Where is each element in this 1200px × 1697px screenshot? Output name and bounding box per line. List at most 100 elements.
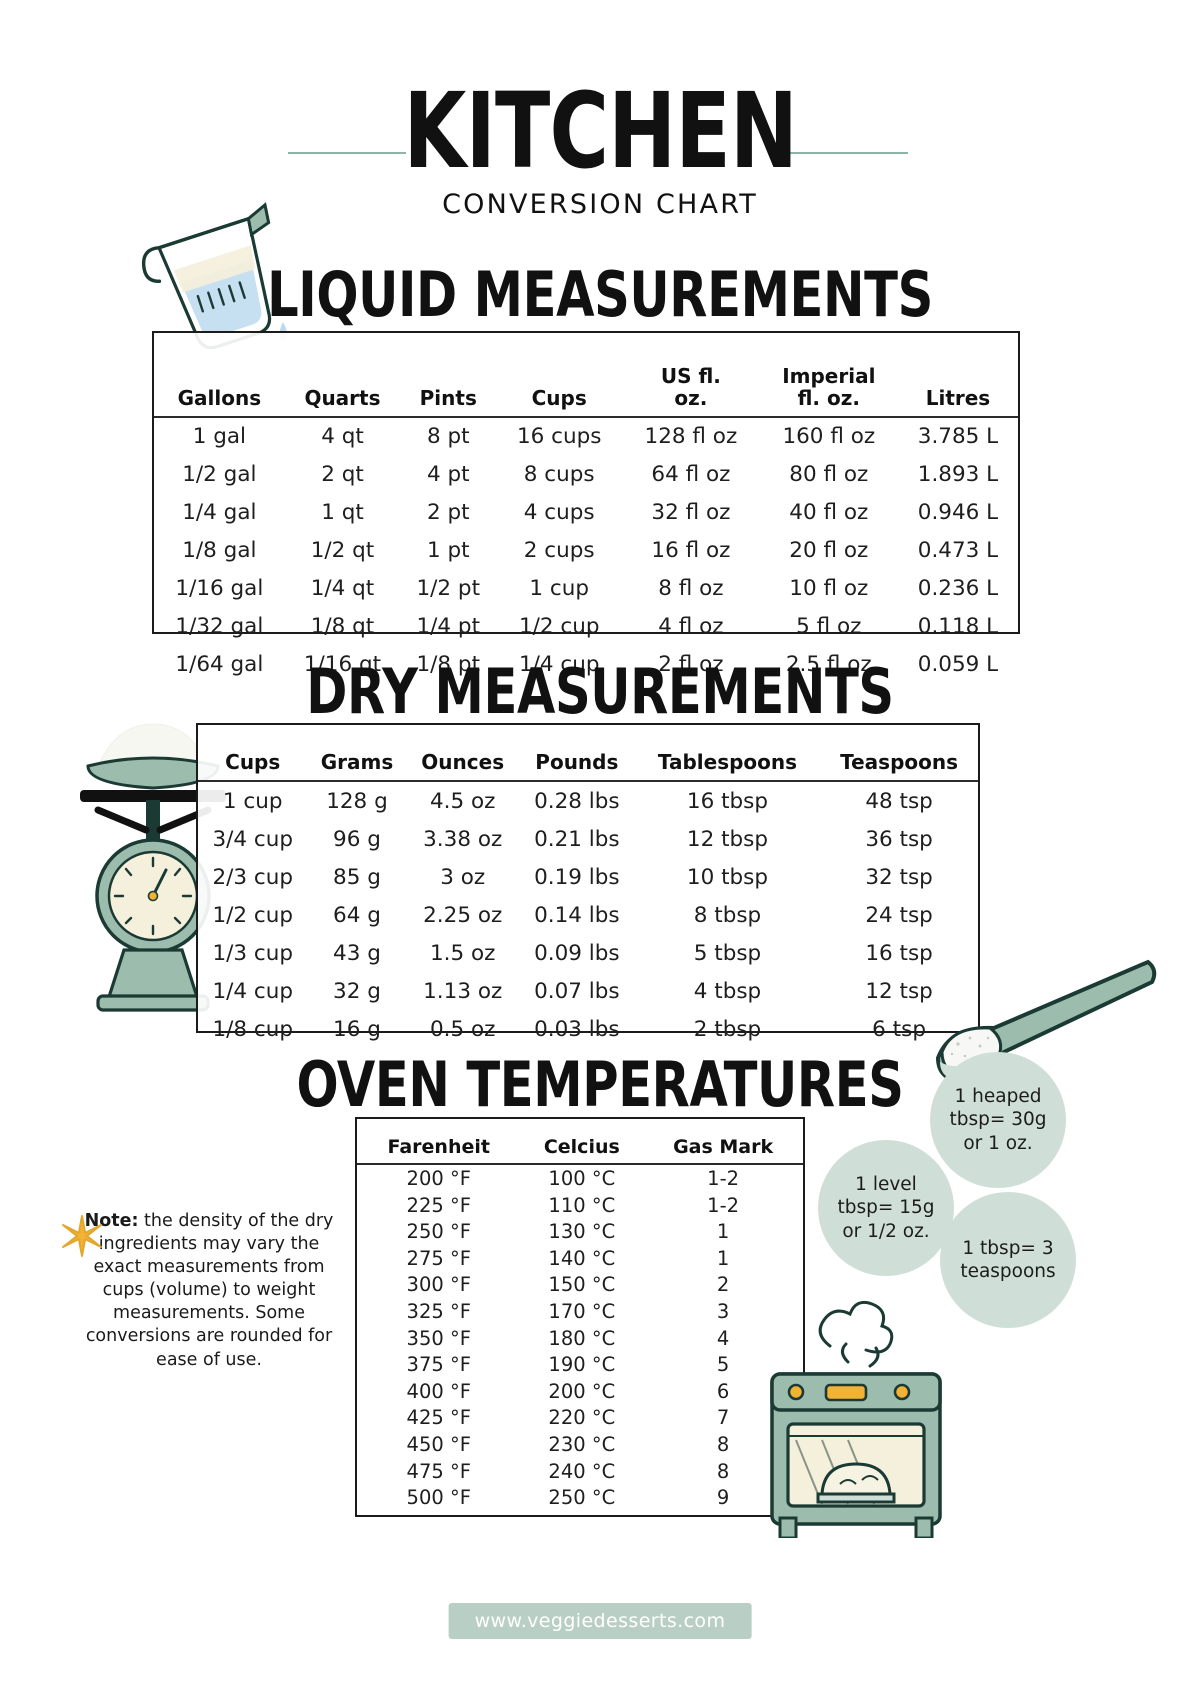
table-cell: 1/8 pt bbox=[416, 652, 480, 678]
table-cell: 375 °F bbox=[406, 1353, 471, 1377]
col-dry-ounces: Ounces bbox=[421, 750, 505, 774]
table-cell: 2 tbsp bbox=[693, 1016, 762, 1042]
col-gas-mark: Gas Mark bbox=[673, 1136, 774, 1158]
table-cell: 1/8 cup bbox=[212, 1016, 293, 1042]
table-row: 350 °F 180 °C 4 bbox=[357, 1325, 803, 1352]
table-cell: 85 g bbox=[333, 864, 381, 890]
table-cell: 225 °F bbox=[406, 1193, 471, 1217]
table-cell: 240 °C bbox=[548, 1459, 616, 1483]
table-cell: 325 °F bbox=[406, 1300, 471, 1324]
table-cell: 4 cups bbox=[523, 500, 595, 526]
table-row: 1/2 cup 64 g 2.25 oz 0.14 lbs 8 tbsp 24 tsp bbox=[198, 896, 978, 934]
table-cell: 1/2 cup bbox=[212, 902, 293, 928]
table-cell: 0.07 lbs bbox=[534, 978, 620, 1004]
table-cell: 200 °C bbox=[548, 1379, 616, 1403]
table-row: 500 °F 250 °C 9 bbox=[357, 1484, 803, 1511]
table-cell: 1/2 pt bbox=[416, 576, 480, 602]
table-cell: 250 °F bbox=[406, 1220, 471, 1244]
note-body: the density of the dry ingredients may v… bbox=[85, 1211, 334, 1370]
liquid-measurements-table-box: Gallons Quarts Pints Cups US fl. oz. Impe… bbox=[152, 331, 1020, 677]
page-subtitle: CONVERSION CHART bbox=[442, 188, 758, 220]
table-cell: 16 g bbox=[333, 1016, 381, 1042]
table-cell: 8 cups bbox=[523, 462, 595, 488]
table-cell: 4.5 oz bbox=[429, 788, 496, 814]
table-cell: 2 pt bbox=[426, 500, 470, 526]
table-row: 1/32 gal 1/8 qt 1/4 pt 1/2 cup 4 fl oz 5 fl o… bbox=[154, 608, 1018, 646]
table-row: 1/4 gal 1 qt 2 pt 4 cups 32 fl oz 40 fl oz 0.9… bbox=[154, 494, 1018, 532]
dry-table-head: Cups Grams Ounces Pounds Tablespoons Tea… bbox=[198, 747, 978, 782]
table-cell: 8 bbox=[716, 1433, 730, 1456]
table-cell: 4 bbox=[716, 1326, 730, 1350]
table-cell: 1/3 cup bbox=[212, 940, 293, 966]
liquid-section-heading: LIQUID MEASUREMENTS bbox=[267, 258, 933, 331]
table-cell: 12 tbsp bbox=[686, 826, 769, 852]
table-cell: 1 pt bbox=[426, 538, 470, 564]
table-cell: 16 fl oz bbox=[651, 538, 731, 564]
table-row: 300 °F 150 °C 2 bbox=[357, 1272, 803, 1299]
table-cell: 450 °F bbox=[406, 1433, 471, 1456]
table-cell: 1.893 L bbox=[917, 462, 999, 488]
dry-section-heading: DRY MEASUREMENTS bbox=[306, 655, 894, 728]
table-row: 1 gal 4 qt 8 pt 16 cups 128 fl oz 160 fl oz 3.… bbox=[154, 417, 1018, 456]
table-cell: 0.236 L bbox=[917, 576, 999, 602]
table-cell: 1/2 qt bbox=[310, 538, 375, 564]
table-row: 1/64 gal 1/16 qt 1/8 pt 1/4 cup 2 fl oz 2.5 f… bbox=[154, 646, 1018, 684]
badge-tbsp-teaspoons: 1 tbsp= 3 teaspoons bbox=[940, 1192, 1076, 1328]
table-cell: 0.21 lbs bbox=[534, 826, 620, 852]
table-cell: 3/4 cup bbox=[212, 826, 293, 852]
asterisk-icon bbox=[62, 1215, 102, 1257]
table-row: 1/2 gal 2 qt 4 pt 8 cups 64 fl oz 80 fl oz 1.8… bbox=[154, 456, 1018, 494]
table-cell: 16 tsp bbox=[865, 940, 933, 966]
table-row: 375 °F 190 °C 5 bbox=[357, 1351, 803, 1378]
table-row: 1/16 gal 1/4 qt 1/2 pt 1 cup 8 fl oz 10 fl oz… bbox=[154, 570, 1018, 608]
table-cell: 10 fl oz bbox=[789, 576, 869, 602]
table-cell: 4 fl oz bbox=[658, 614, 724, 640]
table-cell: 8 pt bbox=[426, 424, 470, 450]
footer-url-banner[interactable]: www.veggiedesserts.com bbox=[448, 1603, 752, 1639]
table-cell: 425 °F bbox=[406, 1406, 471, 1430]
table-cell: 10 tbsp bbox=[686, 864, 769, 890]
table-cell: 6 tsp bbox=[872, 1016, 926, 1042]
table-cell: 1/4 cup bbox=[518, 652, 600, 678]
table-cell: 4 tbsp bbox=[693, 978, 762, 1004]
table-cell: 7 bbox=[716, 1406, 730, 1430]
table-row: 475 °F 240 °C 8 bbox=[357, 1458, 803, 1485]
table-cell: 0.19 lbs bbox=[534, 864, 620, 890]
dry-table-body: 1 cup 128 g 4.5 oz 0.28 lbs 16 tbsp 48 tsp 3/4… bbox=[198, 781, 978, 1048]
table-cell: 1/4 pt bbox=[416, 614, 480, 640]
dry-measurements-table: Cups Grams Ounces Pounds Tablespoons Tea… bbox=[198, 747, 978, 1048]
title-rule-right bbox=[790, 152, 908, 154]
table-cell: 100 °C bbox=[548, 1167, 616, 1191]
col-dry-tablespoons: Tablespoons bbox=[657, 750, 798, 774]
table-cell: 8 bbox=[716, 1459, 730, 1483]
table-cell: 96 g bbox=[333, 826, 381, 852]
table-cell: 32 fl oz bbox=[651, 500, 731, 526]
table-cell: 64 g bbox=[333, 902, 381, 928]
oven-section-heading: OVEN TEMPERATURES bbox=[296, 1048, 904, 1121]
table-cell: 0.473 L bbox=[917, 538, 999, 564]
table-cell: 1/16 gal bbox=[175, 576, 264, 602]
col-litres: Litres bbox=[925, 386, 991, 411]
table-cell: 1/16 qt bbox=[303, 652, 382, 678]
table-cell: 130 °C bbox=[548, 1220, 616, 1244]
oven-table-body: 200 °F 100 °C 1-2 225 °F 110 °C 1-2 250 °F 130 … bbox=[357, 1164, 803, 1511]
table-cell: 32 tsp bbox=[865, 864, 933, 890]
table-cell: 150 °C bbox=[548, 1273, 616, 1297]
table-cell: 1 bbox=[716, 1246, 730, 1270]
col-dry-pounds: Pounds bbox=[535, 750, 619, 774]
table-cell: 170 °C bbox=[548, 1300, 616, 1324]
table-row: 325 °F 170 °C 3 bbox=[357, 1298, 803, 1325]
note-block: Note: the density of the dry ingredients… bbox=[52, 1210, 344, 1372]
col-dry-cups: Cups bbox=[225, 750, 281, 774]
table-cell: 0.28 lbs bbox=[534, 788, 620, 814]
table-cell: 1/4 qt bbox=[310, 576, 375, 602]
table-cell: 1/64 gal bbox=[175, 652, 264, 678]
table-cell: 0.059 L bbox=[917, 652, 999, 678]
table-cell: 500 °F bbox=[406, 1486, 471, 1510]
table-cell: 43 g bbox=[333, 940, 381, 966]
table-cell: 32 g bbox=[333, 978, 381, 1004]
kitchen-scale-illustration bbox=[80, 723, 226, 1012]
table-cell: 1/4 gal bbox=[182, 500, 257, 526]
table-row: 1/8 gal 1/2 qt 1 pt 2 cups 16 fl oz 20 fl oz 0… bbox=[154, 532, 1018, 570]
